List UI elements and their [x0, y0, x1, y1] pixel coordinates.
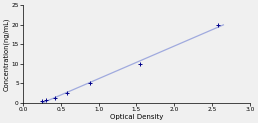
- Point: [216, 24, 220, 26]
- Point: [65, 92, 69, 94]
- Point: [87, 83, 92, 85]
- Point: [44, 99, 49, 101]
- Y-axis label: Concentration(ng/mL): Concentration(ng/mL): [3, 17, 10, 91]
- Point: [138, 63, 142, 65]
- Point: [40, 100, 44, 102]
- Point: [53, 97, 57, 99]
- X-axis label: Optical Density: Optical Density: [110, 114, 163, 120]
